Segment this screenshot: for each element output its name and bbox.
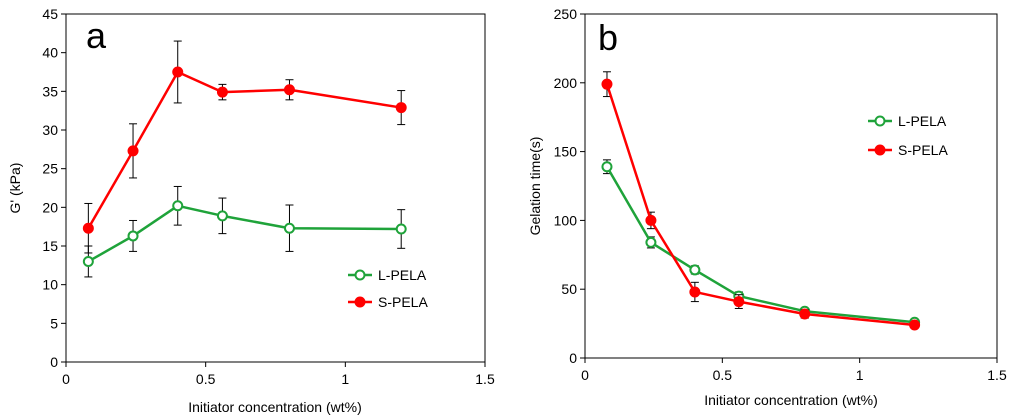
data-point-s-pela [909, 319, 921, 331]
series-line-s-pela [87, 70, 402, 229]
x-tick-label: 0 [62, 371, 70, 387]
data-point-s-pela [799, 308, 811, 320]
legend-marker-l-pela-a [354, 269, 366, 281]
data-point-s-pela [601, 78, 613, 90]
plot-frame-b [584, 13, 998, 359]
data-point-s-pela [283, 84, 295, 96]
x-tick-label: 0.5 [713, 367, 733, 383]
x-axis-label-b: Initiator concentration (wt%) [704, 392, 878, 408]
data-point-s-pela [689, 286, 701, 298]
x-tick-label: 1 [856, 367, 864, 383]
data-point-s-pela [733, 296, 745, 308]
x-tick-label: 0.5 [196, 371, 216, 387]
x-axis-label-a: Initiator concentration (wt%) [188, 399, 362, 415]
x-tick-label: 1.5 [987, 367, 1007, 383]
y-tick-label: 30 [42, 122, 58, 138]
data-point-s-pela [645, 214, 657, 226]
y-axis-label-a: G' (kPa) [7, 163, 23, 214]
legend-label-l-pela-a: L-PELA [378, 267, 427, 283]
data-point-l-pela [601, 161, 613, 173]
data-point-s-pela [82, 222, 94, 234]
series-line-s-pela [605, 83, 915, 327]
axis-ticks-b: 0 0.5 1 1.5 0 50 100 150 200 250 [554, 6, 1007, 383]
legend-label-s-pela-a: S-PELA [378, 294, 428, 310]
y-tick-label: 35 [42, 83, 58, 99]
data-point-l-pela [82, 255, 94, 267]
series-line-l-pela [87, 204, 402, 263]
y-tick-label: 200 [554, 75, 578, 91]
legend-label-s-pela-b: S-PELA [898, 142, 948, 158]
data-point-s-pela [395, 102, 407, 114]
legend-b: L-PELA S-PELA [868, 113, 948, 158]
y-tick-label: 25 [42, 161, 58, 177]
data-point-l-pela [216, 210, 228, 222]
series-layer-b [601, 71, 921, 331]
legend-label-l-pela-b: L-PELA [898, 113, 947, 129]
legend-a: L-PELA S-PELA [348, 267, 428, 310]
panel-b: 0 0.5 1 1.5 0 50 100 150 200 250 b Initiator conc… [527, 6, 1007, 408]
y-tick-label: 45 [42, 6, 58, 22]
data-point-l-pela [283, 222, 295, 234]
legend-marker-s-pela-a [354, 296, 366, 308]
data-point-s-pela [216, 86, 228, 98]
data-point-s-pela [127, 145, 139, 157]
y-tick-label: 15 [42, 238, 58, 254]
panel-label-b: b [598, 17, 618, 58]
y-tick-label: 40 [42, 45, 58, 61]
x-tick-label: 1 [341, 371, 349, 387]
data-point-s-pela [172, 66, 184, 78]
panel-label-a: a [86, 15, 107, 56]
x-tick-label: 0 [581, 367, 589, 383]
y-tick-label: 10 [42, 277, 58, 293]
data-point-l-pela [689, 264, 701, 276]
y-tick-label: 20 [42, 199, 58, 215]
data-point-l-pela [645, 236, 657, 248]
data-point-l-pela [127, 230, 139, 242]
panel-a: 0 0.5 1 1.5 0 5 10 15 20 25 30 35 40 45 a Initiator c… [7, 6, 495, 415]
series-line-l-pela [605, 166, 915, 324]
y-tick-label: 0 [569, 350, 577, 366]
y-axis-label-b: Gelation time(s) [527, 137, 543, 236]
data-point-l-pela [395, 223, 407, 235]
series-layer-a [82, 40, 407, 278]
data-point-l-pela [172, 200, 184, 212]
legend-marker-l-pela-b [874, 115, 886, 127]
y-tick-label: 250 [554, 6, 578, 22]
x-tick-label: 1.5 [475, 371, 495, 387]
axis-ticks-a: 0 0.5 1 1.5 0 5 10 15 20 25 30 35 40 45 [42, 6, 495, 387]
y-tick-label: 0 [50, 354, 58, 370]
y-tick-label: 150 [554, 144, 578, 160]
y-tick-label: 5 [50, 315, 58, 331]
plot-frame-a [65, 13, 486, 363]
legend-marker-s-pela-b [874, 144, 886, 156]
y-tick-label: 50 [561, 281, 577, 297]
y-tick-label: 100 [554, 212, 578, 228]
